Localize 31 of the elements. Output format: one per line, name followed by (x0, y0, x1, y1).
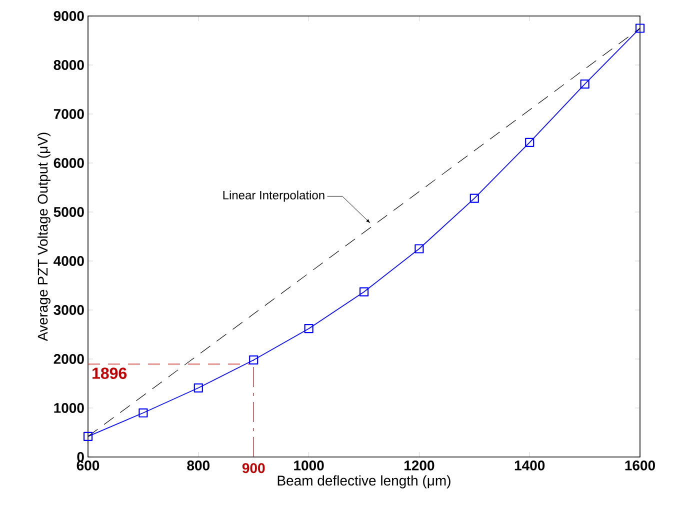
x-tick-label: 1000 (294, 460, 324, 470)
x-tick-label: 600 (76, 460, 100, 470)
point (138, 408, 148, 418)
y-tick-label: 1000 (54, 403, 84, 413)
x-tick-label: 800 (187, 460, 210, 470)
y-tick-label: 9000 (54, 11, 84, 21)
y-tick-label: 3000 (54, 305, 84, 315)
x-tick-label: 1600 (625, 460, 655, 470)
ref-line-label: 900 (242, 463, 265, 474)
x-axis-title: Beam deflective length (μm) (278, 475, 450, 488)
point (359, 287, 369, 296)
y-tick-label: 8000 (54, 60, 84, 70)
point (249, 355, 258, 365)
point (470, 194, 479, 203)
y-tick-label: 5000 (54, 207, 84, 217)
text: Linear Interpolation (223, 190, 324, 202)
y-tick-label: 7000 (54, 109, 84, 119)
y-axis-title: Average PZT Voltage Output (μV) (37, 132, 50, 342)
point (83, 432, 93, 441)
x-tick-label: 1400 (514, 460, 545, 470)
point (635, 24, 645, 33)
y-tick-label: 2000 (54, 354, 84, 364)
ref-line-label: 1896 (92, 368, 127, 379)
point (580, 80, 590, 89)
point (525, 138, 534, 147)
point (304, 324, 314, 334)
point (194, 383, 203, 392)
y-tick-label: 6000 (54, 158, 84, 168)
x-tick-label: 1200 (404, 460, 434, 470)
point (414, 244, 424, 254)
y-tick-label: 4000 (54, 256, 84, 266)
